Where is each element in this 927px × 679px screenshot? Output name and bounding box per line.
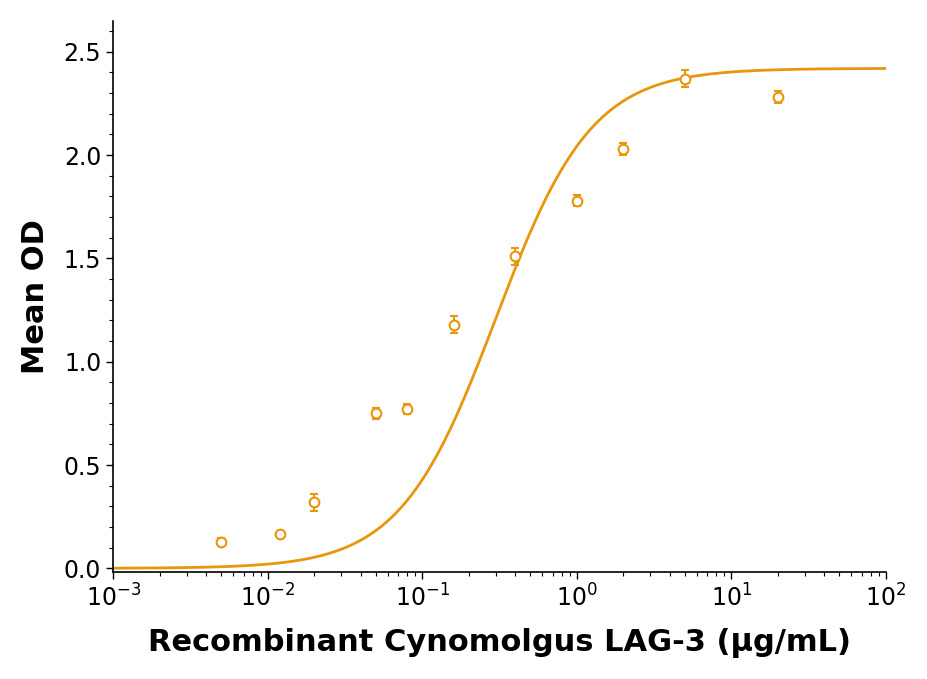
Y-axis label: Mean OD: Mean OD xyxy=(20,219,50,374)
X-axis label: Recombinant Cynomolgus LAG-3 (μg/mL): Recombinant Cynomolgus LAG-3 (μg/mL) xyxy=(148,628,851,658)
